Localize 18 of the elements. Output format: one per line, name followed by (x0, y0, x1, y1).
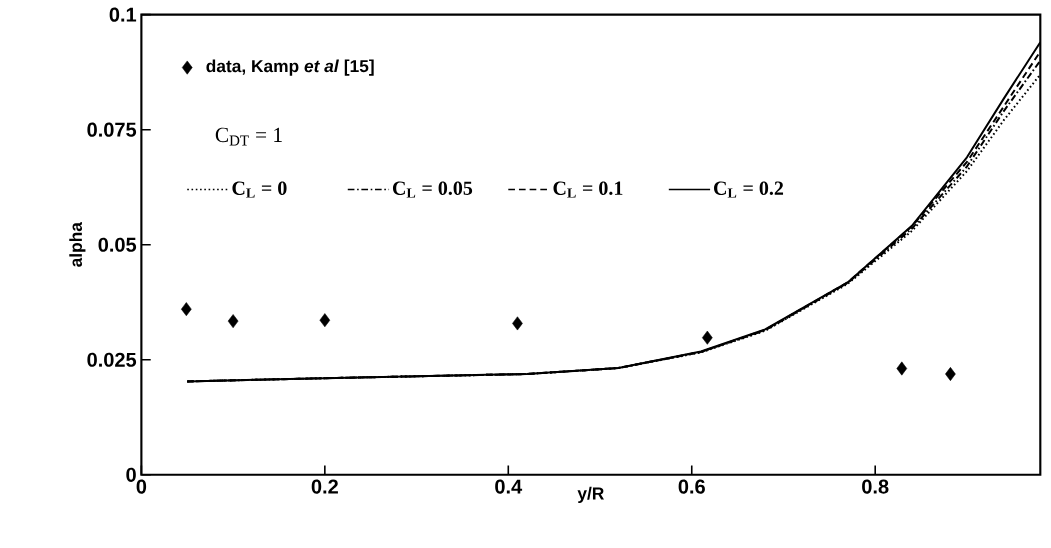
y-tick-label: 0.075 (87, 122, 137, 137)
legend-label: data, Kamp et al [15] (206, 59, 374, 76)
legend-label: C$_{L}$ = 0.05 (392, 181, 473, 198)
y-axis-title: alpha (69, 221, 86, 267)
x-tick-label: 0 (136, 479, 147, 494)
annotation: C$_{DT}$ = 1 (215, 127, 282, 146)
legend-label: C$_{L}$ = 0 (232, 181, 287, 198)
y-tick-label: 0.025 (87, 352, 137, 367)
x-tick-label: 0.8 (862, 479, 889, 494)
y-tick-label: 0.05 (98, 237, 137, 252)
y-tick-label: 0.1 (109, 7, 137, 22)
x-tick-label: 0.2 (311, 479, 338, 494)
x-tick-label: 0.4 (495, 479, 523, 494)
x-tick-label: 0.6 (678, 479, 705, 494)
x-axis-title: y/R (577, 486, 604, 503)
legend-label: C$_{L}$ = 0.1 (553, 181, 623, 198)
legend-label: C$_{L}$ = 0.2 (714, 181, 784, 198)
y-tick-label: 0 (126, 467, 136, 482)
